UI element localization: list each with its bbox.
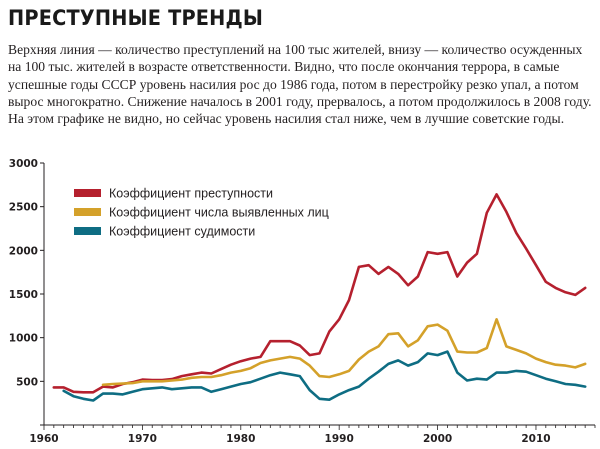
x-tick-label: 2000 [423,433,452,445]
x-tick-label: 1990 [325,433,354,445]
x-tick-label: 1960 [29,433,58,445]
legend-swatch [74,189,101,197]
chart-legend: Коэффициент преступности Коэффициент числ… [74,187,329,239]
chart-description: Верхняя линия — количество преступлений … [8,42,592,127]
y-tick-label: 2500 [9,202,38,214]
legend-label: Коэффициент преступности [109,187,273,201]
y-tick-label: 1000 [9,333,38,345]
y-tick-label: 3000 [9,158,38,170]
legend-label: Коэффициент судимости [109,225,255,239]
x-tick-label: 1970 [128,433,157,445]
y-tick-label: 1500 [9,289,38,301]
y-tick-label: 500 [16,376,38,388]
legend-swatch [74,227,101,235]
series-line-1 [52,193,587,394]
chart-lines [52,193,587,402]
y-tick-label: 2000 [9,245,38,257]
legend-swatch [74,208,101,216]
series-line-2 [101,318,587,387]
chart-axes: 500 1000 1500 2000 2500 3000 1960 1970 1980 1990 2… [9,158,596,445]
series-line-3 [62,350,587,402]
x-tick-label: 2010 [521,433,550,445]
page-title: ПРЕСТУПНЫЕ ТРЕНДЫ [8,6,264,30]
x-tick-label: 1980 [226,433,255,445]
legend-label: Коэффициент числа выявленных лиц [109,206,329,220]
